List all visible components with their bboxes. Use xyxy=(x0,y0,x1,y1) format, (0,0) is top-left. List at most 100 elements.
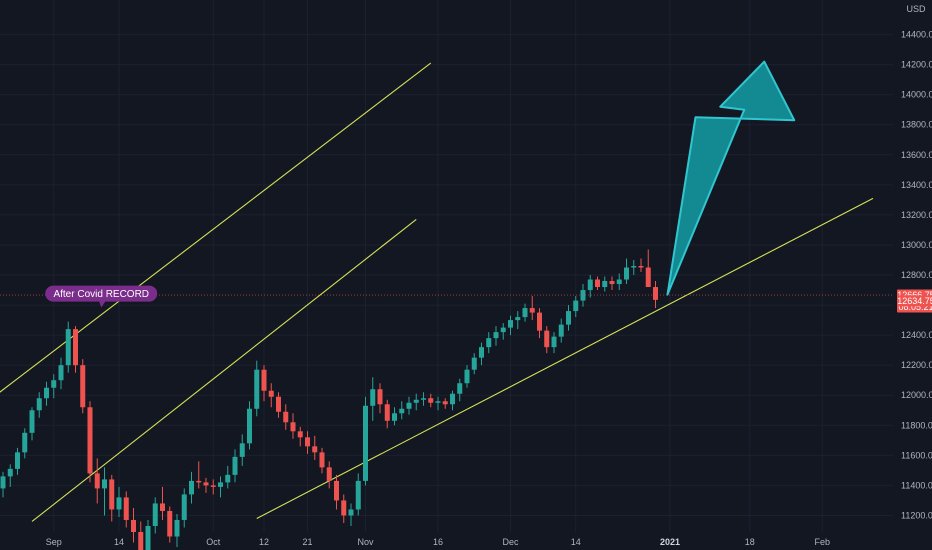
candle xyxy=(537,308,542,339)
candle xyxy=(624,258,629,285)
candle-body xyxy=(544,330,550,348)
candle-body xyxy=(94,473,100,489)
candle-body xyxy=(428,398,434,403)
candle xyxy=(210,479,216,495)
candle xyxy=(65,321,71,373)
candle xyxy=(102,467,107,516)
candle xyxy=(167,506,173,543)
time-tick-label: 14 xyxy=(114,537,124,547)
candle-body xyxy=(471,357,477,370)
candle-body xyxy=(413,399,419,403)
candle xyxy=(515,311,521,330)
candle-body xyxy=(261,369,267,391)
arrow-shape xyxy=(666,60,796,296)
candle xyxy=(36,392,42,418)
candle xyxy=(319,447,325,474)
candle xyxy=(225,465,231,489)
candle-body xyxy=(0,476,6,489)
candle-body xyxy=(283,411,289,423)
candle-body xyxy=(515,317,521,321)
candle-body xyxy=(15,452,20,469)
candle-body xyxy=(326,467,332,481)
candle-body xyxy=(232,456,238,475)
candle xyxy=(508,315,513,336)
candle xyxy=(428,393,434,408)
candle xyxy=(355,473,361,516)
candle-body xyxy=(116,497,122,510)
candle-body xyxy=(181,494,187,520)
candle xyxy=(399,401,405,420)
candle xyxy=(558,318,564,343)
price-tick-label: 13600.00 xyxy=(901,150,932,160)
candle xyxy=(486,332,492,354)
candle-body xyxy=(297,431,303,438)
candle-body xyxy=(276,396,281,412)
candle-body xyxy=(160,503,165,511)
time-axis[interactable]: Sep 14 Oct 12 21 Nov 16 Dec 14 2021 18 Feb xyxy=(46,537,830,547)
price-tick-label: 11400.00 xyxy=(901,480,932,490)
candle xyxy=(631,259,637,276)
candle-body xyxy=(493,332,499,339)
candle-body xyxy=(65,329,71,366)
candle xyxy=(500,323,506,340)
candle xyxy=(573,296,579,318)
candle xyxy=(283,404,289,430)
candle xyxy=(609,276,615,291)
candle-body xyxy=(457,383,463,394)
candle-body xyxy=(370,389,376,406)
candle xyxy=(189,471,194,504)
candle xyxy=(51,374,57,399)
price-tags: 12666.75 08:05:21 12634.75 xyxy=(897,289,932,313)
candle xyxy=(522,303,528,322)
price-axis[interactable]: USD 11200.00 11400.00 11600.00 11800.00 1200… xyxy=(901,4,932,520)
candle xyxy=(94,458,100,504)
candle xyxy=(152,497,158,534)
candle xyxy=(363,396,368,486)
candle xyxy=(312,435,318,460)
candle-body xyxy=(210,485,216,487)
candle xyxy=(544,326,550,354)
candle xyxy=(123,491,129,528)
candle-body xyxy=(602,281,608,288)
annotation-callout: After Covid RECORD xyxy=(45,285,158,308)
candle-body xyxy=(631,266,637,268)
candle-body xyxy=(7,468,13,477)
candle xyxy=(551,332,557,354)
candle-body xyxy=(573,300,579,312)
candle-body xyxy=(29,410,35,433)
candle xyxy=(232,449,238,483)
time-tick-label: 18 xyxy=(745,537,755,547)
candle-body xyxy=(22,432,28,453)
candle-body xyxy=(399,408,405,414)
time-tick-label: Nov xyxy=(357,537,374,547)
candle-body xyxy=(522,308,528,318)
annotation-text: After Covid RECORD xyxy=(53,289,149,300)
candle-body xyxy=(268,390,274,397)
candle-body xyxy=(384,404,390,421)
time-tick-label: Feb xyxy=(814,537,830,547)
candle-body xyxy=(44,387,49,399)
candle-body xyxy=(450,393,455,405)
candle xyxy=(493,326,499,346)
candle-body xyxy=(254,369,260,409)
candle-body xyxy=(348,509,354,516)
candle-body xyxy=(138,532,144,550)
candle-body xyxy=(392,413,397,421)
candle-body xyxy=(341,500,347,516)
candle xyxy=(566,305,571,331)
candle xyxy=(247,401,252,450)
candle-body xyxy=(334,480,339,501)
candle xyxy=(305,431,310,454)
candle xyxy=(348,503,354,526)
candle xyxy=(645,249,651,288)
candle xyxy=(406,396,412,415)
candle-body xyxy=(529,308,535,313)
candle xyxy=(341,494,347,523)
candle xyxy=(131,507,136,543)
price-tick-label: 12400.00 xyxy=(901,330,932,340)
candle xyxy=(73,326,78,373)
candle xyxy=(268,383,274,408)
candle-body xyxy=(355,480,361,510)
